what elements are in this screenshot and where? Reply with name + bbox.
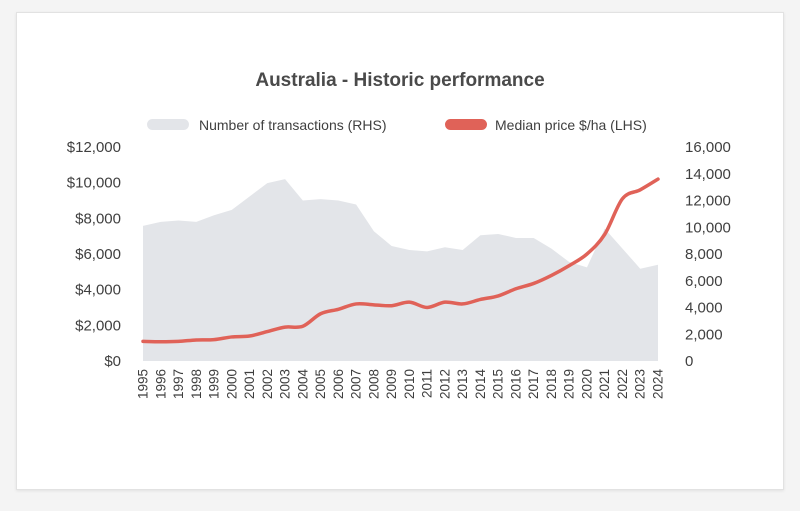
x-tick-label: 2021 bbox=[597, 369, 612, 399]
x-tick-label: 2012 bbox=[437, 369, 452, 399]
x-tick-label: 1997 bbox=[171, 369, 186, 399]
x-tick-label: 2006 bbox=[331, 369, 346, 399]
legend-label-median-price: Median price $/ha (LHS) bbox=[495, 117, 647, 133]
legend-swatch-transactions bbox=[147, 119, 189, 130]
x-tick-label: 2024 bbox=[651, 369, 666, 400]
x-tick-label: 2022 bbox=[615, 369, 630, 399]
left-y-tick-label: $10,000 bbox=[67, 175, 121, 192]
x-tick-label: 2002 bbox=[260, 369, 275, 399]
legend: Number of transactions (RHS) Median pric… bbox=[147, 117, 647, 133]
right-y-tick-label: 14,000 bbox=[685, 166, 731, 183]
legend-swatch-median-price bbox=[445, 119, 487, 130]
right-y-tick-label: 6,000 bbox=[685, 273, 723, 290]
transactions-area bbox=[143, 179, 658, 361]
left-y-tick-label: $12,000 bbox=[67, 139, 121, 156]
x-tick-label: 2011 bbox=[420, 369, 435, 398]
x-tick-label: 2009 bbox=[384, 369, 399, 399]
x-tick-label: 1998 bbox=[189, 369, 204, 399]
chart-card: Australia - Historic performance Number … bbox=[16, 12, 784, 490]
left-y-tick-label: $4,000 bbox=[75, 282, 121, 299]
x-tick-label: 2008 bbox=[366, 369, 381, 399]
x-tick-label: 1996 bbox=[153, 369, 168, 399]
median-price-line bbox=[141, 177, 660, 344]
x-tick-label: 2010 bbox=[402, 369, 417, 399]
x-tick-label: 2020 bbox=[580, 369, 595, 399]
chart-svg: Australia - Historic performance Number … bbox=[67, 70, 731, 399]
x-tick-label: 2019 bbox=[562, 369, 577, 399]
x-tick-label: 2005 bbox=[313, 369, 328, 399]
chart-title: Australia - Historic performance bbox=[255, 70, 544, 91]
right-y-tick-label: 8,000 bbox=[685, 246, 723, 263]
left-y-tick-label: $0 bbox=[104, 353, 121, 370]
legend-label-transactions: Number of transactions (RHS) bbox=[199, 117, 387, 133]
x-tick-label: 2014 bbox=[473, 369, 488, 400]
right-y-tick-label: 12,000 bbox=[685, 193, 731, 210]
x-tick-label: 2007 bbox=[349, 369, 364, 399]
x-tick-label: 2000 bbox=[224, 369, 239, 399]
right-y-tick-label: 0 bbox=[685, 353, 693, 370]
right-y-tick-label: 4,000 bbox=[685, 300, 723, 317]
right-y-tick-label: 10,000 bbox=[685, 219, 731, 236]
plot-area: $0 $2,000 $4,000 $6,000 $8,000 $10,000 $12,000… bbox=[67, 139, 731, 399]
x-tick-label: 1999 bbox=[207, 369, 222, 399]
x-tick-label: 2015 bbox=[491, 369, 506, 399]
x-tick-label: 2001 bbox=[242, 369, 257, 399]
x-tick-label: 2018 bbox=[544, 369, 559, 399]
x-tick-label: 1995 bbox=[136, 369, 151, 399]
x-tick-label: 2003 bbox=[278, 369, 293, 399]
right-y-tick-label: 16,000 bbox=[685, 139, 731, 156]
x-tick-label: 2004 bbox=[295, 369, 310, 400]
x-tick-label: 2023 bbox=[633, 369, 648, 399]
left-y-tick-label: $6,000 bbox=[75, 246, 121, 263]
left-y-tick-label: $8,000 bbox=[75, 210, 121, 227]
x-tick-label: 2017 bbox=[526, 369, 541, 399]
x-tick-label: 2013 bbox=[455, 369, 470, 399]
left-y-tick-label: $2,000 bbox=[75, 317, 121, 334]
right-y-tick-label: 2,000 bbox=[685, 326, 723, 343]
x-tick-label: 2016 bbox=[508, 369, 523, 399]
